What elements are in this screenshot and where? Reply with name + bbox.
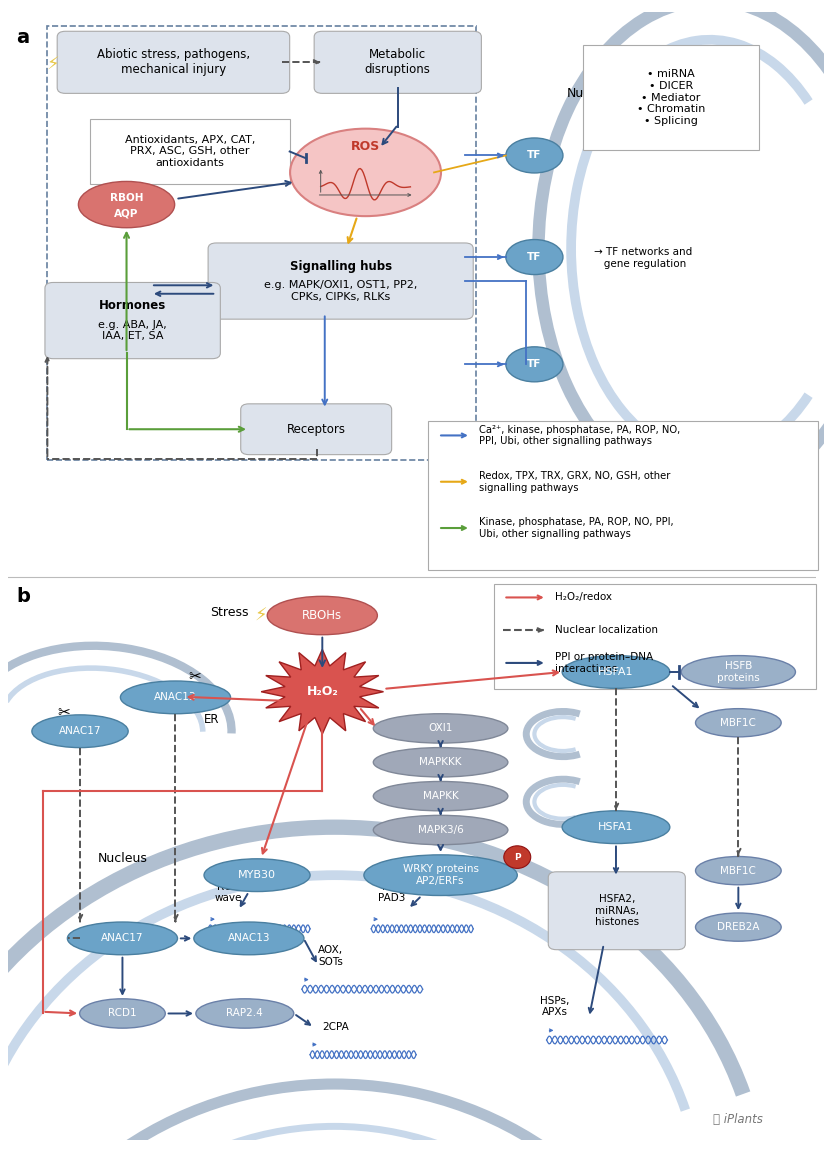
Text: MBF1C: MBF1C	[720, 718, 756, 728]
Text: RCD1: RCD1	[108, 1008, 137, 1018]
Text: ANAC13: ANAC13	[154, 692, 197, 703]
Text: Abiotic stress, pathogens,
mechanical injury: Abiotic stress, pathogens, mechanical in…	[97, 48, 250, 76]
Text: OXI1: OXI1	[428, 723, 452, 734]
Ellipse shape	[373, 748, 508, 776]
FancyBboxPatch shape	[45, 282, 220, 358]
Text: Nucleus: Nucleus	[97, 851, 147, 865]
Text: Signalling hubs: Signalling hubs	[289, 259, 391, 273]
Ellipse shape	[695, 914, 781, 941]
Text: Ca²⁺, kinase, phosphatase, PA, ROP, NO,
PPI, Ubi, other signalling pathways: Ca²⁺, kinase, phosphatase, PA, ROP, NO, …	[479, 425, 680, 446]
Ellipse shape	[373, 781, 508, 811]
Text: b: b	[16, 588, 30, 606]
Text: H₂O₂: H₂O₂	[307, 685, 338, 698]
Text: MBF1C: MBF1C	[720, 865, 756, 876]
FancyBboxPatch shape	[241, 404, 391, 455]
Text: Kinase, phosphatase, PA, ROP, NO, PPI,
Ubi, other signalling pathways: Kinase, phosphatase, PA, ROP, NO, PPI, U…	[479, 517, 673, 539]
FancyBboxPatch shape	[57, 31, 290, 93]
Text: ANAC13: ANAC13	[227, 933, 270, 943]
FancyBboxPatch shape	[314, 31, 481, 93]
Text: MAPKKK: MAPKKK	[419, 757, 461, 767]
Ellipse shape	[695, 708, 781, 737]
Text: HSFA2,
miRNAs,
histones: HSFA2, miRNAs, histones	[595, 894, 639, 927]
Text: RBOH: RBOH	[110, 192, 143, 203]
Text: ROS: ROS	[351, 141, 380, 153]
Text: RBOHs: RBOHs	[302, 609, 342, 622]
Text: RAP2.4: RAP2.4	[227, 1008, 263, 1018]
Ellipse shape	[562, 811, 670, 843]
Text: ⚡: ⚡	[255, 606, 268, 624]
Text: Hormones: Hormones	[99, 300, 166, 312]
Bar	[583, 45, 759, 150]
Text: Nuclear localization: Nuclear localization	[555, 626, 658, 635]
Ellipse shape	[196, 999, 293, 1028]
Text: Redox, TPX, TRX, GRX, NO, GSH, other
signalling pathways: Redox, TPX, TRX, GRX, NO, GSH, other sig…	[479, 471, 670, 493]
Text: HSPs,
APXs: HSPs, APXs	[540, 995, 569, 1017]
Text: TF: TF	[527, 252, 541, 262]
Text: ANAC17: ANAC17	[101, 933, 143, 943]
Text: MYB30: MYB30	[238, 870, 276, 880]
Ellipse shape	[68, 922, 177, 955]
Bar	[428, 420, 818, 570]
Text: PRs
PAD3: PRs PAD3	[378, 881, 405, 903]
Ellipse shape	[695, 857, 781, 885]
Text: → TF networks and
   gene regulation: → TF networks and gene regulation	[594, 248, 692, 270]
Text: a: a	[16, 29, 30, 47]
Text: HSFA1: HSFA1	[598, 667, 634, 677]
Ellipse shape	[503, 846, 531, 869]
Text: MAPKK: MAPKK	[423, 791, 458, 801]
Text: HSFB
proteins: HSFB proteins	[717, 661, 760, 683]
Text: e.g. ABA, JA,
IAA, ET, SA: e.g. ABA, JA, IAA, ET, SA	[98, 319, 167, 341]
Bar	[48, 25, 475, 461]
Text: ✂: ✂	[188, 669, 200, 684]
Text: ⚡: ⚡	[47, 56, 59, 74]
Bar	[90, 119, 290, 183]
FancyBboxPatch shape	[548, 872, 686, 949]
Text: AQP: AQP	[115, 209, 138, 219]
Text: PPI or protein–DNA
interactions: PPI or protein–DNA interactions	[555, 652, 653, 674]
Ellipse shape	[78, 181, 175, 228]
Text: • miRNA
• DICER
• Mediator
• Chromatin
• Splicing: • miRNA • DICER • Mediator • Chromatin •…	[637, 69, 705, 126]
Ellipse shape	[373, 816, 508, 844]
Text: ✂: ✂	[58, 705, 70, 720]
Ellipse shape	[267, 597, 377, 635]
Text: Receptors: Receptors	[287, 423, 346, 435]
Text: HSFA1: HSFA1	[598, 823, 634, 832]
Ellipse shape	[120, 681, 231, 714]
Text: ANAC17: ANAC17	[59, 726, 101, 736]
Text: P: P	[514, 852, 521, 862]
Text: MAPK3/6: MAPK3/6	[418, 825, 463, 835]
Text: ER: ER	[204, 713, 219, 727]
Ellipse shape	[506, 138, 563, 173]
Bar	[494, 584, 816, 689]
Ellipse shape	[373, 714, 508, 743]
Text: H₂O₂/redox: H₂O₂/redox	[555, 592, 611, 602]
Ellipse shape	[290, 129, 441, 217]
Text: ROS
wave: ROS wave	[215, 881, 242, 903]
Ellipse shape	[32, 715, 129, 748]
FancyBboxPatch shape	[208, 243, 473, 319]
Text: e.g. MAPK/OXI1, OST1, PP2,
CPKs, CIPKs, RLKs: e.g. MAPK/OXI1, OST1, PP2, CPKs, CIPKs, …	[264, 280, 417, 302]
Ellipse shape	[364, 855, 517, 895]
Ellipse shape	[562, 655, 670, 689]
Ellipse shape	[80, 999, 166, 1028]
Text: TF: TF	[527, 151, 541, 160]
Ellipse shape	[204, 858, 310, 892]
Text: 2CPA: 2CPA	[322, 1022, 349, 1032]
Ellipse shape	[506, 240, 563, 274]
Text: AOX,
SOTs: AOX, SOTs	[318, 945, 343, 967]
Ellipse shape	[506, 347, 563, 381]
Text: Stress: Stress	[210, 606, 249, 619]
Text: 🌿 iPlants: 🌿 iPlants	[714, 1113, 763, 1126]
Text: Metabolic
disruptions: Metabolic disruptions	[365, 48, 431, 76]
Text: DREB2A: DREB2A	[717, 922, 760, 932]
Text: TF: TF	[527, 359, 541, 370]
Text: Nucleus: Nucleus	[567, 86, 616, 100]
Text: WRKY proteins
AP2/ERFs: WRKY proteins AP2/ERFs	[403, 864, 479, 886]
Polygon shape	[261, 650, 383, 734]
Text: Antioxidants, APX, CAT,
PRX, ASC, GSH, other
antioxidants: Antioxidants, APX, CAT, PRX, ASC, GSH, o…	[124, 135, 255, 168]
Ellipse shape	[194, 922, 304, 955]
Ellipse shape	[681, 655, 795, 689]
